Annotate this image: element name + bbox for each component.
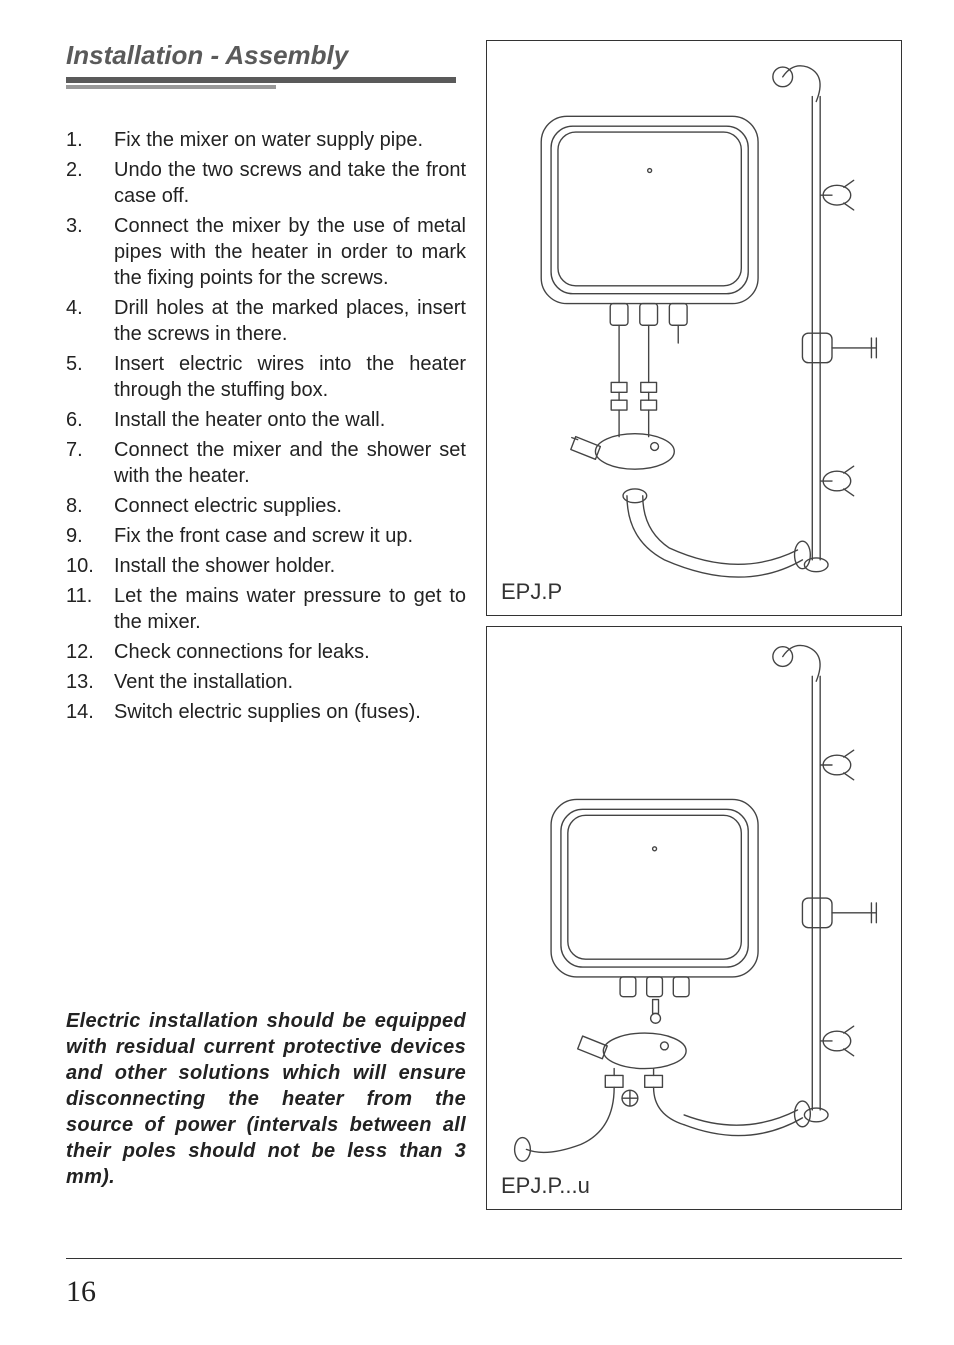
step-item: 14.Switch electric supplies on (fuses). <box>66 699 466 725</box>
installation-steps-list: 1.Fix the mixer on water supply pipe. 2.… <box>66 127 466 729</box>
step-number: 8. <box>66 493 114 519</box>
step-number: 14. <box>66 699 114 725</box>
step-text: Install the shower holder. <box>114 553 466 579</box>
step-text: Vent the installation. <box>114 669 466 695</box>
right-column: EPJ.P <box>486 40 902 1210</box>
diagram-epj-p <box>487 41 901 615</box>
step-number: 13. <box>66 669 114 695</box>
step-item: 12.Check connections for leaks. <box>66 639 466 665</box>
step-item: 7.Connect the mixer and the shower set w… <box>66 437 466 489</box>
step-number: 11. <box>66 583 114 635</box>
step-number: 5. <box>66 351 114 403</box>
step-item: 3.Connect the mixer by the use of metal … <box>66 213 466 291</box>
footer-rule <box>66 1258 902 1260</box>
step-item: 11.Let the mains water pressure to get t… <box>66 583 466 635</box>
step-item: 13.Vent the installation. <box>66 669 466 695</box>
step-text: Fix the front case and screw it up. <box>114 523 466 549</box>
left-column: Installation - Assembly 1.Fix the mixer … <box>66 40 466 1210</box>
step-text: Connect electric supplies. <box>114 493 466 519</box>
page: Installation - Assembly 1.Fix the mixer … <box>0 0 954 1345</box>
figure-epj-p-u: EPJ.P...u <box>486 626 902 1210</box>
step-number: 2. <box>66 157 114 209</box>
step-item: 1.Fix the mixer on water supply pipe. <box>66 127 466 153</box>
step-item: 5.Insert electric wires into the heater … <box>66 351 466 403</box>
step-number: 10. <box>66 553 114 579</box>
step-number: 4. <box>66 295 114 347</box>
step-text: Let the mains water pressure to get to t… <box>114 583 466 635</box>
electrical-warning-paragraph: Electric installation should be equipped… <box>66 1008 466 1190</box>
step-text: Undo the two screws and take the front c… <box>114 157 466 209</box>
page-number: 16 <box>66 1275 96 1309</box>
step-text: Fix the mixer on water supply pipe. <box>114 127 466 153</box>
two-column-layout: Installation - Assembly 1.Fix the mixer … <box>66 40 902 1210</box>
heading-rule-primary <box>66 77 456 83</box>
step-number: 9. <box>66 523 114 549</box>
step-item: 10.Install the shower holder. <box>66 553 466 579</box>
step-text: Connect the mixer and the shower set wit… <box>114 437 466 489</box>
step-number: 7. <box>66 437 114 489</box>
step-number: 6. <box>66 407 114 433</box>
step-text: Check connections for leaks. <box>114 639 466 665</box>
step-text: Drill holes at the marked places, insert… <box>114 295 466 347</box>
step-number: 3. <box>66 213 114 291</box>
figure-epj-p: EPJ.P <box>486 40 902 616</box>
step-item: 4.Drill holes at the marked places, inse… <box>66 295 466 347</box>
step-number: 12. <box>66 639 114 665</box>
step-text: Connect the mixer by the use of metal pi… <box>114 213 466 291</box>
step-text: Switch electric supplies on (fuses). <box>114 699 466 725</box>
figure-label: EPJ.P...u <box>501 1173 590 1199</box>
heading-rule-secondary <box>66 85 276 89</box>
step-item: 6.Install the heater onto the wall. <box>66 407 466 433</box>
section-heading: Installation - Assembly <box>66 40 466 71</box>
step-number: 1. <box>66 127 114 153</box>
diagram-epj-p-u <box>487 627 901 1209</box>
step-text: Insert electric wires into the heater th… <box>114 351 466 403</box>
step-text: Install the heater onto the wall. <box>114 407 466 433</box>
figure-label: EPJ.P <box>501 579 562 605</box>
step-item: 2.Undo the two screws and take the front… <box>66 157 466 209</box>
step-item: 9.Fix the front case and screw it up. <box>66 523 466 549</box>
step-item: 8.Connect electric supplies. <box>66 493 466 519</box>
